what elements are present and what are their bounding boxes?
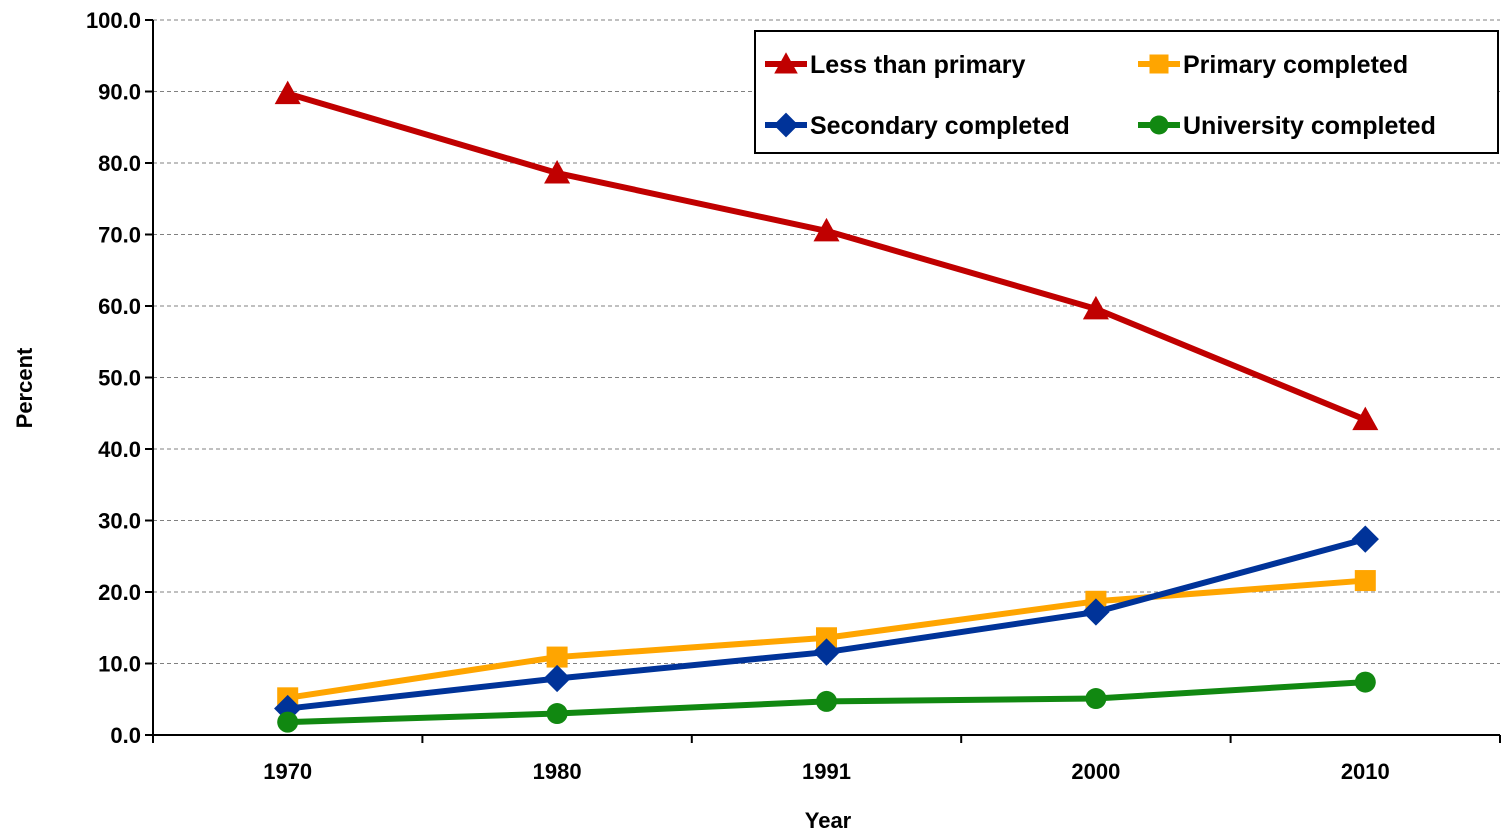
y-tick-label: 30.0 [98, 509, 141, 534]
data-point [546, 646, 568, 668]
data-point [1082, 295, 1109, 320]
data-point [544, 159, 571, 184]
y-tick-label: 60.0 [98, 294, 141, 319]
series-lines [274, 80, 1379, 733]
x-axis-title: Year [805, 808, 852, 833]
x-tick-label: 1970 [263, 759, 312, 784]
y-tick-label: 100.0 [86, 8, 141, 33]
data-point [812, 638, 841, 666]
x-tick-label: 1980 [533, 759, 582, 784]
legend-swatch-marker [774, 52, 798, 74]
y-tick-label: 0.0 [110, 723, 141, 748]
data-point [816, 690, 837, 712]
data-point [1085, 688, 1107, 710]
legend: Less than primary Primary completed Second… [754, 30, 1499, 154]
data-point [277, 711, 299, 733]
data-point [1082, 598, 1110, 626]
data-point [816, 627, 837, 649]
series-line [284, 536, 1369, 712]
data-point [1352, 406, 1379, 431]
data-point [813, 217, 840, 242]
y-tick-label: 10.0 [98, 652, 141, 677]
legend-label: Primary completed [1183, 51, 1408, 79]
data-point [1354, 671, 1376, 693]
legend-label: Less than primary [810, 51, 1025, 79]
x-tick-label: 1991 [802, 759, 851, 784]
y-axis-title: Percent [12, 347, 37, 428]
legend-box [754, 30, 1499, 154]
data-point [274, 80, 301, 105]
legend-label: University completed [1183, 112, 1436, 140]
y-axis-ticks: 0.0 10.0 20.0 30.0 40.0 50.0 60.0 70.0 80.0 90.0 1… [86, 8, 153, 748]
legend-swatch-marker [773, 112, 799, 138]
y-tick-label: 80.0 [98, 151, 141, 176]
data-point [1354, 570, 1376, 592]
y-tick-label: 20.0 [98, 580, 141, 605]
data-point [546, 703, 568, 725]
data-point [1351, 525, 1379, 553]
legend-swatch-marker [1149, 115, 1169, 135]
legend-label: Secondary completed [810, 112, 1070, 140]
x-axis-ticks: 1970 1980 1991 2000 2010 [152, 735, 1501, 784]
data-point [543, 664, 571, 693]
y-tick-label: 90.0 [98, 80, 141, 105]
legend-swatch-marker [1149, 54, 1169, 74]
y-tick-label: 70.0 [98, 223, 141, 248]
x-tick-label: 2010 [1341, 759, 1390, 784]
y-tick-label: 40.0 [98, 437, 141, 462]
x-tick-label: 2000 [1071, 759, 1120, 784]
y-tick-label: 50.0 [98, 366, 141, 391]
